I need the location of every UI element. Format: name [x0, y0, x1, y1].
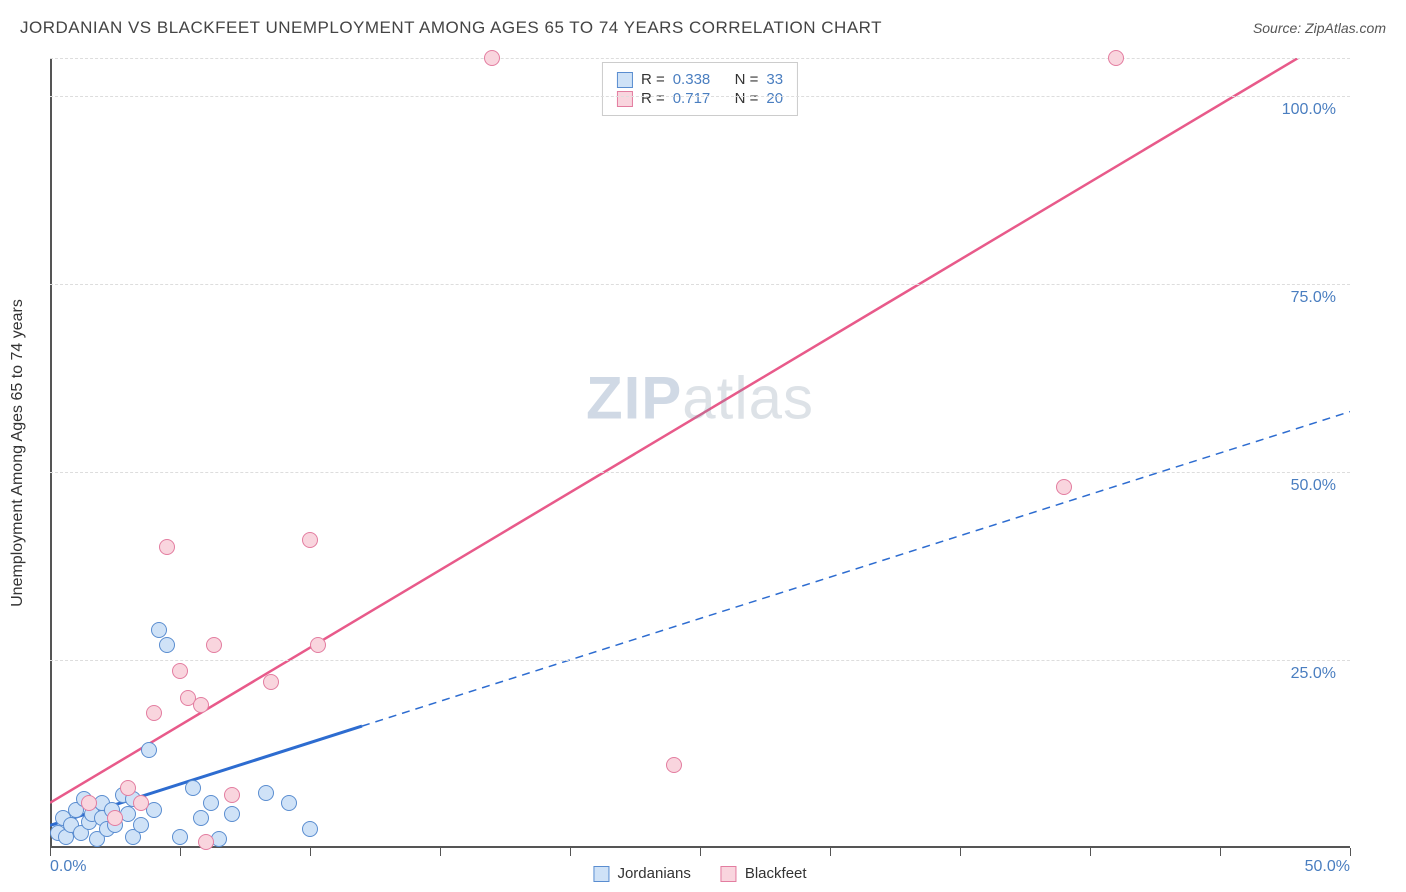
legend-swatch: [617, 72, 633, 88]
chart-title: JORDANIAN VS BLACKFEET UNEMPLOYMENT AMON…: [20, 18, 882, 38]
x-tick: [570, 848, 571, 856]
legend-stats: R = 0.338 N = 33 R = 0.717 N = 20: [602, 62, 798, 116]
data-point: [81, 795, 97, 811]
data-point: [193, 697, 209, 713]
x-tick: [1220, 848, 1221, 856]
data-point: [151, 622, 167, 638]
legend-swatch: [617, 91, 633, 107]
data-point: [107, 810, 123, 826]
x-tick: [700, 848, 701, 856]
plot-area: Unemployment Among Ages 65 to 74 years Z…: [50, 58, 1350, 848]
x-tick: [830, 848, 831, 856]
data-point: [159, 637, 175, 653]
data-point: [302, 821, 318, 837]
legend-stats-row: R = 0.717 N = 20: [617, 90, 783, 107]
y-tick-label: 100.0%: [1282, 101, 1336, 119]
grid-line: [50, 472, 1350, 473]
data-point: [133, 795, 149, 811]
legend-swatch: [721, 866, 737, 882]
x-tick: [50, 848, 51, 856]
x-tick: [180, 848, 181, 856]
data-point: [281, 795, 297, 811]
y-tick-label: 75.0%: [1291, 289, 1336, 307]
x-tick-label: 0.0%: [50, 858, 86, 876]
data-point: [159, 539, 175, 555]
data-point: [185, 780, 201, 796]
data-point: [302, 532, 318, 548]
data-point: [224, 787, 240, 803]
x-tick: [1090, 848, 1091, 856]
x-tick-label: 50.0%: [1305, 858, 1350, 876]
data-point: [203, 795, 219, 811]
data-point: [198, 834, 214, 850]
y-tick-label: 25.0%: [1291, 665, 1336, 683]
legend-item: Jordanians: [593, 865, 690, 882]
data-point: [172, 829, 188, 845]
grid-line: [50, 96, 1350, 97]
data-point: [310, 637, 326, 653]
data-point: [146, 705, 162, 721]
x-tick: [960, 848, 961, 856]
grid-line: [50, 660, 1350, 661]
data-point: [258, 785, 274, 801]
grid-line: [50, 284, 1350, 285]
y-tick-label: 50.0%: [1291, 477, 1336, 495]
data-point: [193, 810, 209, 826]
grid-line: [50, 58, 1350, 59]
source-label: Source: ZipAtlas.com: [1253, 20, 1386, 36]
legend-item: Blackfeet: [721, 865, 807, 882]
legend-swatch: [593, 866, 609, 882]
legend-series: Jordanians Blackfeet: [593, 865, 806, 882]
data-point: [263, 674, 279, 690]
data-point: [206, 637, 222, 653]
legend-stats-row: R = 0.338 N = 33: [617, 71, 783, 88]
x-tick: [310, 848, 311, 856]
watermark: ZIPatlas: [586, 363, 814, 432]
x-tick: [1350, 848, 1351, 856]
y-axis-label: Unemployment Among Ages 65 to 74 years: [9, 299, 27, 607]
data-point: [224, 806, 240, 822]
data-point: [666, 757, 682, 773]
data-point: [120, 780, 136, 796]
data-point: [133, 817, 149, 833]
y-axis: [50, 58, 52, 848]
data-point: [141, 742, 157, 758]
data-point: [1108, 50, 1124, 66]
data-point: [1056, 479, 1072, 495]
data-point: [484, 50, 500, 66]
data-point: [172, 663, 188, 679]
x-tick: [440, 848, 441, 856]
